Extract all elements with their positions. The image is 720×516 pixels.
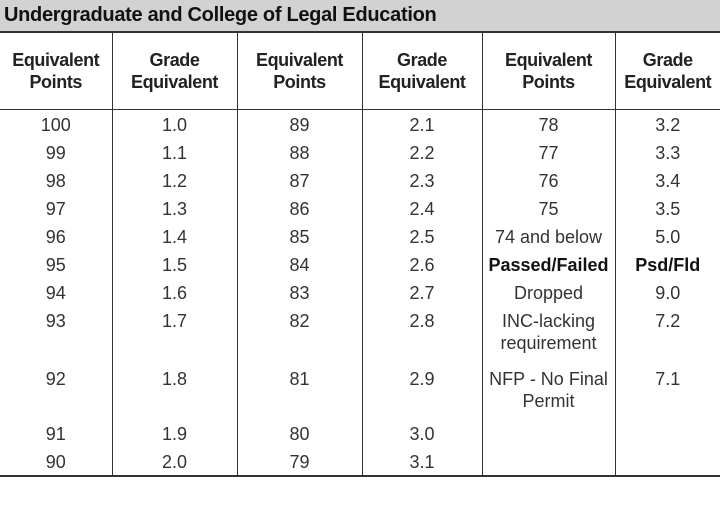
- table-cell: 81: [237, 363, 363, 419]
- table-cell: 95: [0, 249, 113, 278]
- column-header: Equivalent Points: [0, 33, 113, 110]
- table-cell: 5.0: [655, 226, 681, 247]
- table-row: 94 1.6 83 2.7 Dropped 9.0: [0, 277, 720, 306]
- table-row: 97 1.3 86 2.4 75 3.5: [0, 193, 720, 222]
- table-cell: 2.5: [362, 221, 483, 250]
- column-header: Equivalent Points: [482, 33, 616, 110]
- table-cell: 9.0: [655, 282, 681, 303]
- table-cell: 82: [237, 305, 363, 364]
- table-cell: 2.9: [362, 363, 483, 419]
- table-cell: 86: [237, 193, 363, 222]
- table-cell: 80: [237, 418, 363, 447]
- table-cell: 2.4: [362, 193, 483, 222]
- table-cell: 77: [482, 137, 616, 166]
- table-cell: 1.7: [112, 305, 238, 364]
- table-cell: 3.4: [655, 170, 681, 191]
- column-header: Grade Equivalent: [112, 33, 238, 110]
- table-cell: 7.1: [655, 368, 681, 389]
- column-header: Grade Equivalent: [362, 33, 483, 110]
- table-cell: 3.0: [362, 418, 483, 447]
- table-cell: NFP - No Final Permit: [482, 363, 616, 419]
- table-cell: 74 and below: [482, 221, 616, 250]
- table-cell: 1.4: [112, 221, 238, 250]
- table-row: 95 1.5 84 2.6 Passed/Failed Psd/Fld: [0, 249, 720, 278]
- table-cell: 84: [237, 249, 363, 278]
- table-cell: 1.8: [112, 363, 238, 419]
- table-row: 100 1.0 89 2.1 78 3.2: [0, 109, 720, 138]
- table-cell: 91: [0, 418, 113, 447]
- table-title-bar: Undergraduate and College of Legal Educa…: [0, 0, 720, 33]
- table-cell: [482, 446, 616, 477]
- table-cell: 78: [482, 109, 616, 138]
- table-cell: 2.6: [362, 249, 483, 278]
- table-cell: 97: [0, 193, 113, 222]
- table-cell: [615, 419, 720, 447]
- table-row: 96 1.4 85 2.5 74 and below 5.0: [0, 221, 720, 250]
- table-cell: 99: [0, 137, 113, 166]
- table-cell: 2.0: [112, 446, 238, 477]
- table-cell: 1.2: [112, 165, 238, 194]
- table-cell: INC-lacking requirement: [482, 305, 616, 364]
- header-row: Equivalent Points Grade Equivalent Equiv…: [0, 33, 720, 110]
- table-cell: 1.3: [112, 193, 238, 222]
- table-cell: [615, 446, 720, 477]
- table-cell: 83: [237, 277, 363, 306]
- table-cell: 1.6: [112, 277, 238, 306]
- table-cell: 98: [0, 165, 113, 194]
- table-cell: 2.1: [362, 109, 483, 138]
- table-row: 93 1.7 82 2.8 INC-lacking requirement 7.…: [0, 305, 720, 364]
- column-header: Grade Equivalent: [615, 33, 720, 110]
- table-cell: 2.7: [362, 277, 483, 306]
- table-row: 99 1.1 88 2.2 77 3.3: [0, 137, 720, 166]
- grade-equivalent-table: Equivalent Points Grade Equivalent Equiv…: [0, 33, 720, 477]
- table-cell: 2.3: [362, 165, 483, 194]
- table-cell: 79: [237, 446, 363, 477]
- table-row: 98 1.2 87 2.3 76 3.4: [0, 165, 720, 194]
- table-cell: 3.3: [655, 142, 681, 163]
- table-title: Undergraduate and College of Legal Educa…: [4, 4, 437, 26]
- table-cell: 3.5: [655, 198, 681, 219]
- table-cell: 90: [0, 446, 113, 477]
- table-row: 92 1.8 81 2.9 NFP - No Final Permit 7.1: [0, 363, 720, 419]
- table-cell: 89: [237, 109, 363, 138]
- table-cell: 1.5: [112, 249, 238, 278]
- table-cell: 2.8: [362, 305, 483, 364]
- table-cell: 75: [482, 193, 616, 222]
- table-cell: Passed/Failed: [482, 249, 616, 278]
- table-cell: 76: [482, 165, 616, 194]
- table-cell: 88: [237, 137, 363, 166]
- table-cell: [482, 418, 616, 447]
- table-row: 91 1.9 80 3.0: [0, 418, 720, 447]
- table-cell: 1.0: [112, 109, 238, 138]
- table-cell: Psd/Fld: [635, 254, 701, 275]
- table-cell: 87: [237, 165, 363, 194]
- table-cell: 100: [0, 109, 113, 138]
- table-cell: 3.2: [655, 115, 681, 135]
- table-cell: 1.1: [112, 137, 238, 166]
- table-cell: 92: [0, 363, 113, 419]
- column-header: Equivalent Points: [237, 33, 363, 110]
- table-cell: 2.2: [362, 137, 483, 166]
- table-cell: 93: [0, 305, 113, 364]
- table-row: 90 2.0 79 3.1: [0, 446, 720, 477]
- table-cell: 85: [237, 221, 363, 250]
- table-cell: 3.1: [362, 446, 483, 477]
- table-cell: 96: [0, 221, 113, 250]
- table-cell: 94: [0, 277, 113, 306]
- table-cell: 7.2: [655, 310, 681, 331]
- table-cell: 1.9: [112, 418, 238, 447]
- table-cell: Dropped: [482, 277, 616, 306]
